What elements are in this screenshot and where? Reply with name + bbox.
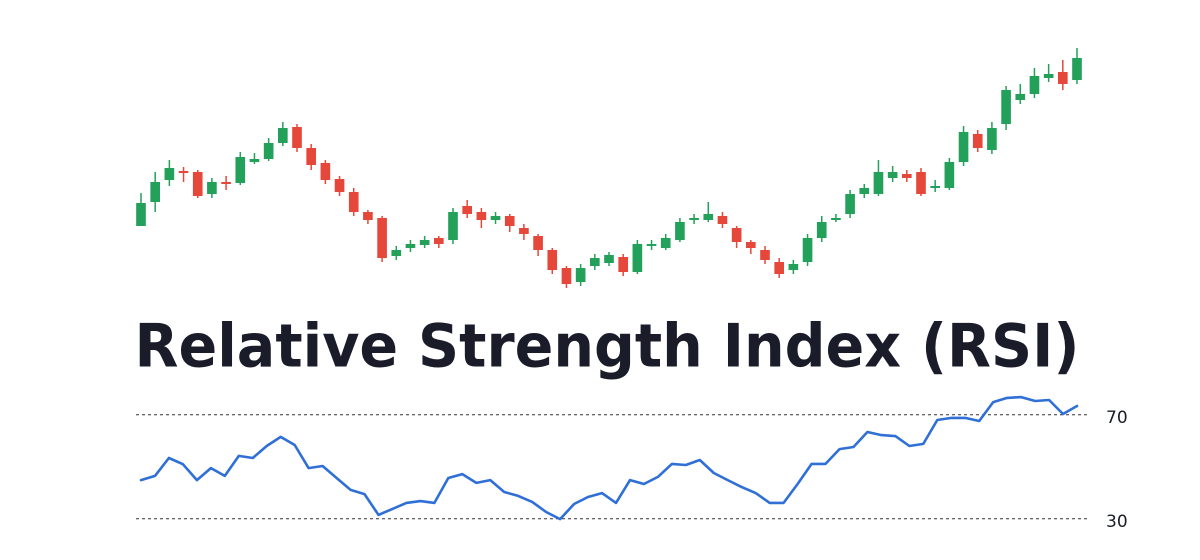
candle-body — [320, 163, 331, 180]
candle-body — [504, 216, 515, 226]
title: Relative Strength Index (RSI) — [135, 312, 1080, 382]
candle-body — [348, 192, 359, 212]
candle-body — [845, 194, 855, 214]
candle-body — [561, 268, 572, 284]
candle-body — [745, 242, 756, 248]
candle-body — [901, 174, 912, 178]
candle-body — [533, 236, 543, 250]
y-tick-label: 70 — [1106, 408, 1128, 428]
candle-body — [178, 171, 189, 173]
candle-body — [391, 250, 402, 256]
candle-body — [760, 250, 770, 260]
candle-body — [618, 257, 629, 272]
candle-body — [490, 216, 501, 220]
candle-body — [717, 216, 728, 224]
candle-body — [334, 179, 345, 192]
candle-body — [207, 182, 217, 194]
candle-body — [221, 182, 231, 184]
candle-body — [958, 132, 969, 162]
candle-body — [859, 188, 870, 194]
candle-body — [377, 218, 387, 258]
candle-body — [419, 240, 430, 245]
candle-body — [1072, 58, 1082, 80]
candle-body — [816, 222, 827, 238]
candle-body — [646, 244, 657, 246]
candle-body — [916, 172, 926, 194]
candle-body — [731, 228, 742, 242]
candle-body — [1029, 76, 1040, 94]
candle-body — [292, 127, 302, 148]
rsi-line — [139, 395, 1079, 521]
candle-body — [944, 162, 955, 188]
candle-body — [136, 203, 146, 226]
y-tick-label: 30 — [1106, 512, 1128, 532]
candle-body — [887, 172, 898, 178]
candle-body — [1057, 72, 1068, 84]
candle-body — [689, 218, 699, 220]
candle-body — [363, 212, 373, 220]
candle-body — [788, 264, 799, 270]
candle-body — [660, 238, 671, 248]
candle-body — [235, 157, 246, 183]
candle-body — [774, 262, 785, 274]
candle-body — [164, 168, 175, 180]
candle-body — [249, 159, 260, 162]
candle-body — [589, 258, 600, 266]
candle-body — [448, 212, 458, 240]
candle-body — [1001, 90, 1011, 124]
candle-body — [263, 143, 274, 159]
candle-body — [519, 228, 529, 234]
candle-body — [987, 128, 997, 150]
candle-body — [547, 250, 558, 270]
candle-body — [150, 182, 161, 202]
candle-body — [1043, 74, 1054, 78]
candle-body — [433, 238, 444, 244]
candle-body — [632, 244, 643, 272]
candle-body — [831, 218, 841, 220]
candle-body — [192, 172, 203, 196]
candle-body — [277, 128, 288, 143]
candle-body — [972, 134, 983, 148]
candle-body — [476, 212, 487, 220]
candle-body — [306, 148, 317, 165]
candle-body — [604, 255, 614, 263]
candle-body — [405, 244, 416, 248]
candle-body — [1015, 94, 1026, 100]
candle-body — [462, 206, 473, 214]
candle-body — [575, 268, 586, 282]
candle-body — [675, 222, 685, 240]
candle-body — [930, 186, 941, 188]
candle-body — [802, 238, 813, 262]
candle-body — [703, 214, 714, 220]
candle-body — [873, 172, 884, 194]
